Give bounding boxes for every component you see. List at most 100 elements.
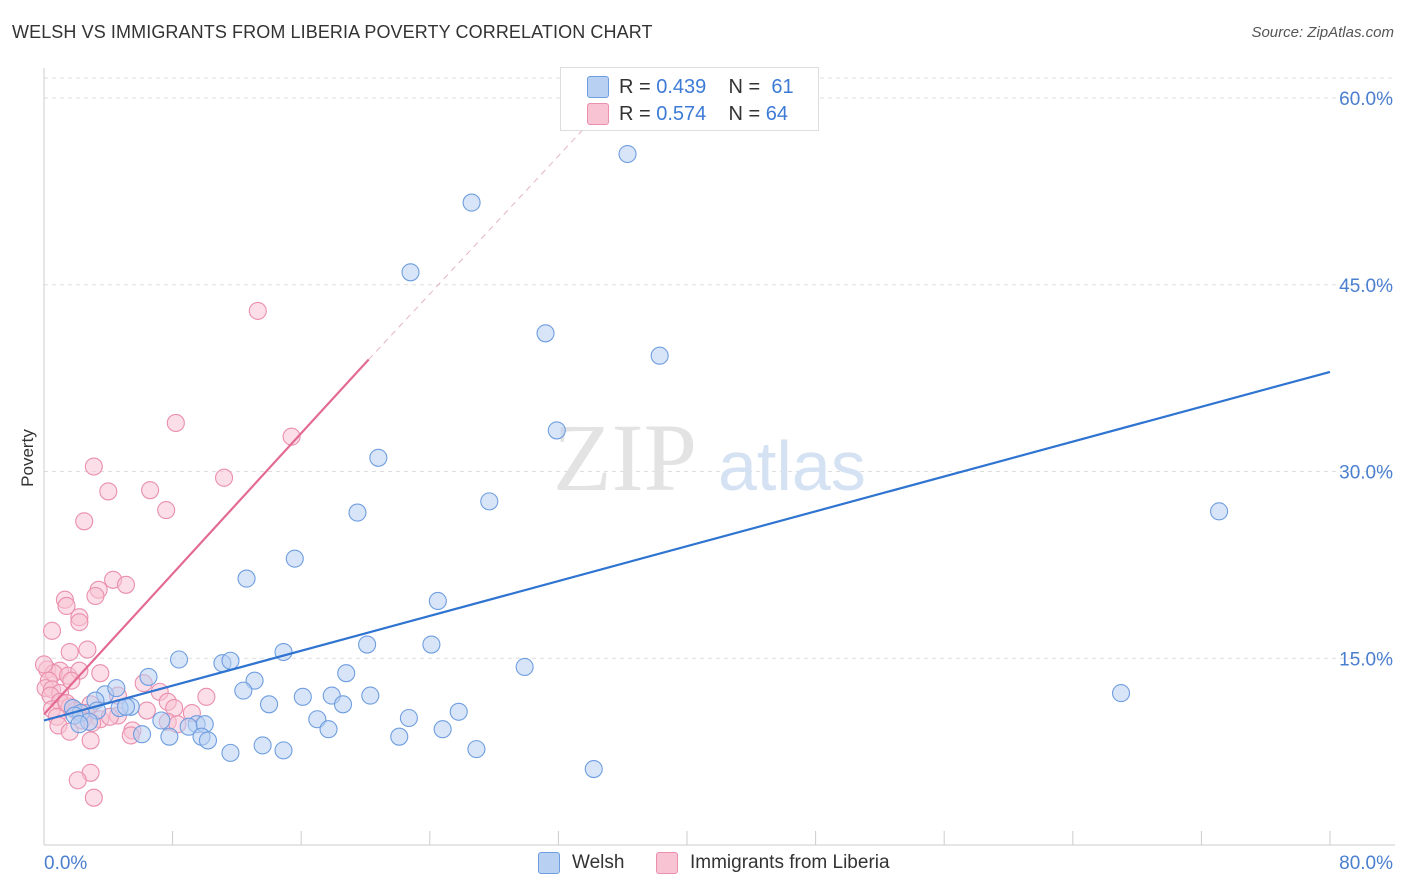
watermark: ZIP atlas (553, 404, 866, 511)
source-label: Source: ZipAtlas.com (1251, 24, 1394, 41)
liberia-point-56 (81, 731, 100, 750)
liberia-point-13 (86, 586, 105, 606)
welsh-point-58 (221, 743, 240, 762)
liberia-point-43 (137, 701, 156, 720)
watermark-zip: ZIP (553, 404, 697, 511)
liberia-point-25 (91, 664, 110, 683)
welsh-point-21 (139, 667, 158, 686)
liberia-point-0 (248, 301, 267, 320)
series-welsh-points (63, 144, 1229, 779)
liberia-point-1 (166, 413, 185, 432)
bottom-legend-welsh-swatch (538, 852, 560, 874)
welsh-r-value: 0.439 (656, 75, 707, 98)
liberia-point-39 (197, 687, 216, 706)
y-tick-labels: 15.0% 30.0% 45.0% 60.0% (1339, 89, 1393, 670)
liberia-trend-line (43, 358, 370, 716)
welsh-point-1 (462, 193, 481, 212)
liberia-swatch (587, 103, 609, 125)
welsh-point-57 (274, 741, 293, 760)
liberia-point-63 (34, 655, 54, 674)
chart-title: WELSH VS IMMIGRANTS FROM LIBERIA POVERTY… (12, 22, 653, 42)
y-tick-label-15: 15.0% (1339, 649, 1393, 670)
liberia-r-label: R = (619, 102, 651, 125)
y-tick-label-45: 45.0% (1339, 276, 1393, 297)
welsh-point-56 (253, 736, 272, 755)
watermark-atlas: atlas (718, 427, 866, 505)
welsh-point-20 (337, 664, 356, 683)
x-tick-label-max: 80.0% (1339, 853, 1393, 874)
bottom-legend-liberia-label: Immigrants from Liberia (690, 852, 890, 873)
welsh-r-label: R = (619, 75, 651, 98)
liberia-point-27 (62, 671, 81, 690)
bottom-legend-liberia: Immigrants from Liberia (656, 852, 890, 874)
welsh-point-14 (358, 635, 377, 654)
liberia-point-19 (78, 640, 97, 659)
y-tick-label-60: 60.0% (1339, 89, 1393, 110)
welsh-point-26 (234, 681, 253, 700)
welsh-point-9 (1210, 502, 1229, 521)
welsh-point-51 (133, 725, 152, 744)
welsh-point-59 (467, 740, 486, 759)
welsh-point-19 (221, 651, 240, 670)
liberia-point-16 (70, 613, 89, 632)
welsh-point-5 (547, 421, 566, 440)
x-tick-label-min: 0.0% (44, 853, 87, 874)
liberia-point-8 (75, 512, 94, 531)
liberia-point-14 (57, 596, 76, 616)
welsh-n-label: N = (728, 75, 761, 98)
welsh-point-49 (319, 720, 338, 739)
liberia-n-label: N = (728, 102, 761, 125)
welsh-point-41 (399, 708, 418, 728)
welsh-point-28 (293, 687, 312, 706)
welsh-point-0 (618, 144, 637, 164)
y-tick-label-30: 30.0% (1339, 463, 1393, 484)
welsh-point-54 (198, 731, 218, 750)
liberia-point-59 (84, 788, 103, 807)
welsh-point-7 (480, 492, 499, 511)
liberia-point-6 (141, 481, 160, 500)
welsh-point-43 (152, 711, 171, 730)
welsh-point-40 (449, 702, 468, 721)
welsh-point-8 (348, 503, 367, 522)
welsh-n-value: 61 (771, 75, 794, 98)
liberia-point-4 (214, 468, 234, 487)
welsh-point-4 (650, 346, 669, 365)
y-axis-label: Poverty (18, 429, 37, 487)
welsh-point-29 (361, 686, 380, 705)
welsh-point-23 (1111, 684, 1131, 703)
welsh-point-17 (169, 650, 189, 669)
liberia-point-7 (157, 501, 176, 520)
liberia-point-58 (68, 771, 87, 790)
liberia-point-5 (99, 482, 118, 501)
axes (43, 68, 1395, 846)
welsh-point-46 (70, 715, 89, 734)
liberia-point-10 (116, 575, 136, 594)
welsh-point-35 (333, 695, 353, 714)
liberia-point-3 (84, 457, 103, 476)
liberia-r-value: 0.574 (656, 102, 707, 125)
welsh-point-11 (237, 569, 256, 588)
trend-lines (43, 103, 1331, 722)
welsh-point-6 (369, 448, 388, 467)
bottom-legend-liberia-swatch (656, 852, 678, 874)
welsh-point-52 (160, 727, 179, 746)
welsh-point-10 (285, 549, 304, 568)
welsh-point-55 (390, 727, 409, 746)
welsh-point-2 (401, 263, 420, 282)
liberia-point-18 (60, 642, 79, 662)
liberia-trend-extension (368, 103, 607, 360)
liberia-point-17 (42, 621, 62, 640)
bottom-legend-welsh-label: Welsh (572, 852, 625, 873)
welsh-swatch (587, 76, 609, 98)
welsh-point-3 (536, 324, 555, 343)
welsh-point-15 (422, 635, 441, 654)
welsh-point-12 (428, 591, 447, 611)
welsh-point-34 (259, 695, 279, 714)
stats-legend: R = 0.439 N = 61 R = 0.574 N = 64 (560, 67, 819, 131)
welsh-point-60 (584, 760, 603, 779)
liberia-n-value: 64 (765, 102, 789, 125)
welsh-point-50 (433, 720, 452, 739)
bottom-legend-welsh: Welsh (538, 852, 624, 874)
welsh-point-25 (107, 679, 126, 698)
